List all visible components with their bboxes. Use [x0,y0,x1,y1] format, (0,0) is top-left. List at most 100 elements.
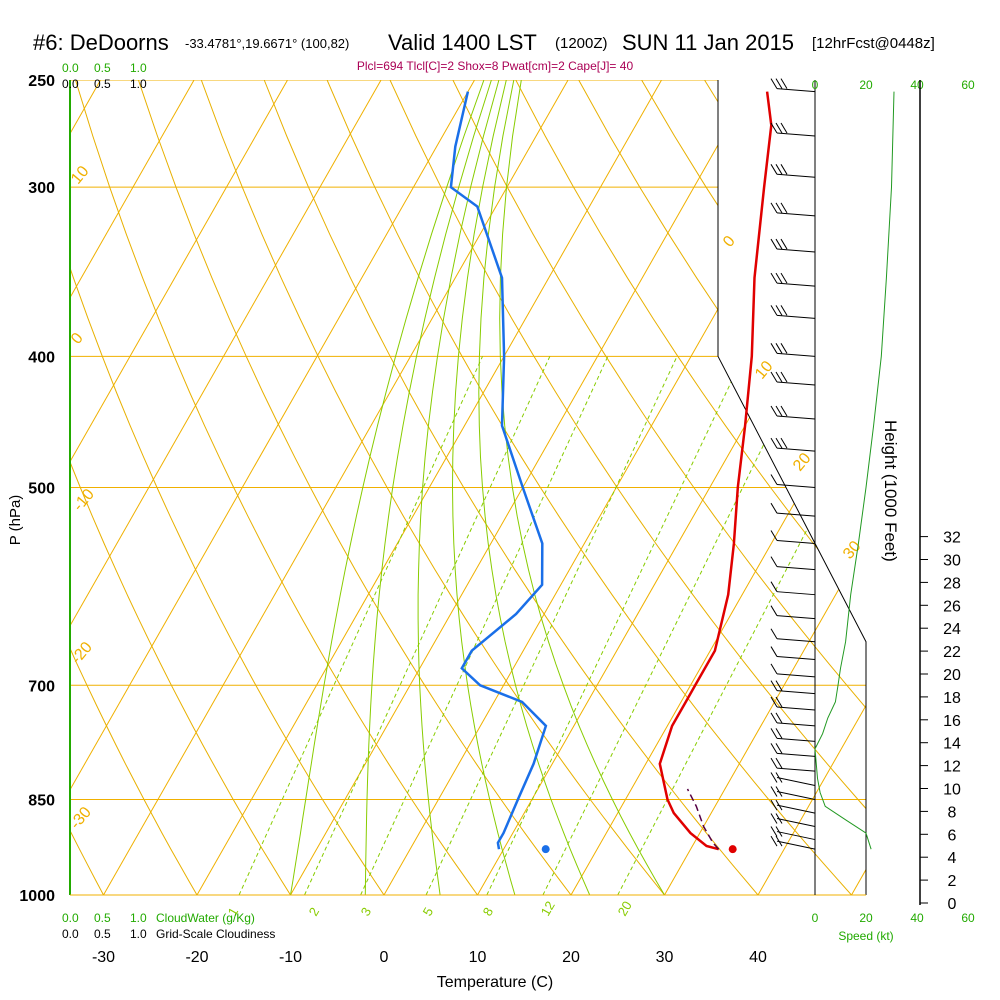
isotherm-label: -30 [67,804,95,833]
dewpoint-profile [449,91,548,850]
stability-indices: Plcl=694 Tlcl[C]=2 Shox=8 Pwat[cm]=2 Cap… [357,59,634,73]
wind-barb-feather [780,405,788,417]
wind-barb-feather [775,437,783,449]
height-tick-label: 22 [943,644,961,661]
wind-barb-feather [770,371,778,383]
pressure-tick-label: 400 [28,349,55,366]
wind-barb-feather [770,530,778,541]
dry-adiabat-line [70,80,198,895]
mixing-ratio-label: 2 [306,905,323,919]
wind-barb [776,737,816,742]
wind-barb-feather [770,122,778,134]
isotherm-label: 10 [68,163,93,188]
wind-barb-feather [775,696,783,708]
surface-dewpoint-marker [541,845,550,854]
wind-barb-feather [770,164,778,175]
wind-barb-feather [775,272,783,284]
wind-barb [776,566,816,571]
isotherm-label: 10 [752,358,777,383]
wind-barb [776,314,816,319]
wind-speed-tick-bottom: 0 [812,911,819,925]
pressure-tick-label: 1000 [19,888,55,905]
mixing-ratio-label: 3 [358,905,375,919]
wind-barb-feather [775,728,783,739]
wind-barb-feather [775,78,783,89]
wind-barb-feather [775,799,783,811]
dry-adiabat-line [75,80,478,895]
moist-adiabat-line [290,80,485,895]
station-coords: -33.4781°,19.6671° (100,82) [185,36,349,51]
wind-barb-feather [775,680,783,691]
temperature-tick-label: -20 [185,949,208,966]
cloud-scale-label: 1.0 [130,911,147,925]
temperature-tick-label: -10 [279,949,302,966]
surface-temp-marker [728,845,737,854]
wind-barb-feather [780,371,788,383]
wind-barb-feather [770,343,778,354]
wind-barb [776,752,816,757]
y-axis-label: P (hPa) [7,495,24,546]
zulu-time: (1200Z) [555,35,608,52]
wind-speed-profile [814,91,895,850]
wind-speed-label: Speed (kt) [838,929,893,943]
dry-adiabat-line [137,80,572,895]
wind-barb [776,767,816,772]
isotherm-line [70,80,288,895]
moist-adiabat-line [478,80,591,895]
wind-barb [776,415,816,420]
wind-barb-feather [775,305,783,316]
x-axis-label: Temperature (C) [437,974,553,991]
height-tick-label: 2 [948,873,957,890]
height-tick-label: 18 [943,690,961,707]
wind-barb-feather [770,628,778,640]
mixing-ratio-line [425,356,678,895]
wind-barb-feather [775,826,783,837]
mixing-ratio-line [617,356,866,895]
wind-barb-feather [770,202,778,214]
forecast-date: SUN 11 Jan 2015 [622,30,794,55]
wind-barb-feather [780,343,788,354]
height-tick-label: 10 [943,782,961,799]
wind-barb-feather [770,696,778,708]
mixing-ratio-label: 12 [538,898,558,918]
cloud-scale-label: 0.5 [94,927,111,941]
wind-barb [776,840,816,850]
wind-barb [776,690,816,695]
height-tick-label: 12 [943,759,961,776]
wind-barb-feather [775,238,783,250]
grid-lines [0,80,866,895]
isotherm-line [70,80,382,895]
wind-barb [776,282,816,287]
wind-barb-feather [775,786,783,797]
wind-barb-feather [770,826,778,837]
wind-barb-feather [775,164,783,175]
wind-barb [776,381,816,386]
wind-speed-tick-bottom: 20 [859,911,873,925]
cloud-scale-label: 0.0 [62,77,79,91]
cloud-scale-label: 1.0 [130,77,147,91]
dry-adiabat-line [200,80,665,895]
mixing-ratio-line [360,356,609,895]
wind-barb-feather [770,405,778,417]
dry-adiabat-line [326,80,852,895]
wind-barb-feather [770,437,778,449]
wind-barb-feather [770,772,778,783]
forecast-info: [12hrFcst@0448z] [812,35,935,52]
isotherm-line [70,80,195,895]
dry-adiabat-line [263,80,759,895]
wind-barb-feather [770,712,778,724]
isotherm-label: -20 [68,639,96,668]
cloud-scale-label: 0.5 [94,61,111,75]
wind-barb-feather [775,772,783,783]
valid-time: Valid 1400 LST [388,30,537,55]
isotherm-line [0,80,7,895]
height-tick-label: 14 [943,736,961,753]
wind-barb-feather [770,556,778,567]
wind-barb-feather [770,743,778,754]
wind-barb-feather [780,238,788,250]
moist-adiabat-line [499,80,665,895]
moist-adiabat-line [451,80,516,895]
wind-barb-feather [775,835,783,847]
wind-barb-feather [770,646,778,657]
wind-barb-feather [780,78,788,89]
